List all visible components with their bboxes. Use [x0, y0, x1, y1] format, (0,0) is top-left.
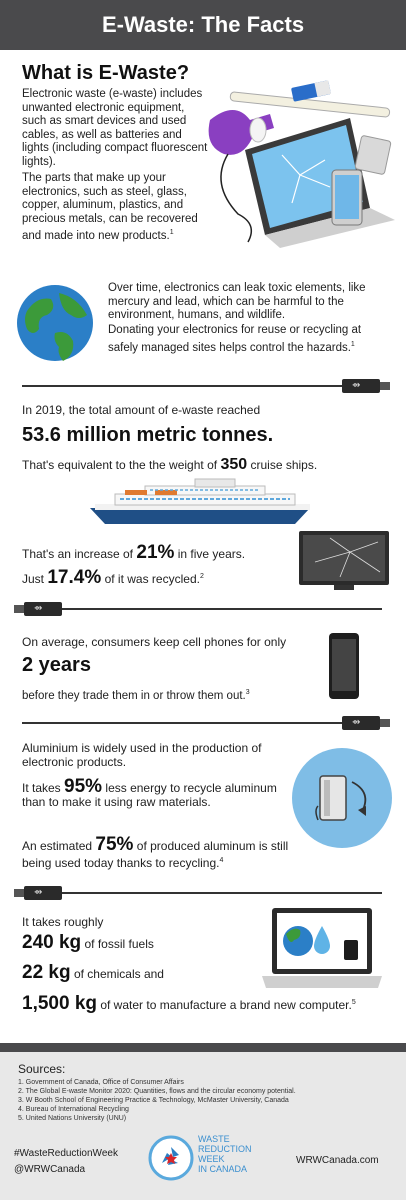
toxic-paragraph-2-text: Donating your electronics for reuse or r…	[108, 324, 362, 354]
phones-post: before they trade them in or throw them …	[22, 686, 322, 703]
computer-water: 1,500 kg of water to manufacture a brand…	[22, 993, 402, 1014]
page-title: E-Waste: The Facts	[101, 12, 305, 37]
footer	[0, 1043, 406, 1200]
phones-years: 2 years	[22, 654, 91, 676]
increase-pre: That's an increase of	[22, 547, 134, 561]
aluminium-energy-pre: It takes	[22, 781, 61, 795]
toxic-paragraph-2: Donating your electronics for reuse or r…	[108, 324, 394, 355]
computer-chem-number: 22 kg	[22, 962, 71, 983]
laptop-resources-icon	[262, 908, 382, 988]
aluminium-energy-number: 95%	[64, 776, 103, 797]
footnote-ref: 5	[351, 999, 356, 1006]
recycled-line: Just 17.4% of it was recycled.2	[22, 567, 302, 588]
page-header: E-Waste: The Facts	[0, 0, 406, 50]
phones-post-text: before they trade them in or throw them …	[22, 689, 246, 702]
usb-cable-divider	[62, 892, 382, 894]
usb-plug-icon: ⇴	[342, 716, 390, 730]
social-handle[interactable]: @WRWCanada	[14, 1164, 86, 1175]
aluminium-still-post: of produced aluminum is still being used…	[22, 839, 289, 870]
sources-title: Sources:	[18, 1062, 66, 1076]
aluminium-still-pre: An estimated	[22, 839, 93, 853]
computer-chemicals: 22 kg of chemicals and	[22, 963, 282, 982]
usb-plug-icon: ⇴	[14, 602, 62, 616]
usb-plug-icon: ⇴	[342, 379, 390, 393]
footnote-ref: 1	[350, 340, 355, 348]
aluminium-energy: It takes 95% less energy to recycle alum…	[22, 777, 282, 809]
computer-water-post: of water to manufacture a brand new comp…	[100, 998, 352, 1012]
usb-plug-icon: ⇴	[14, 886, 62, 900]
footnote-ref: 3	[245, 689, 250, 696]
computer-fossil: 240 kg of fossil fuels	[22, 933, 282, 952]
computer-intro: It takes roughly	[22, 915, 104, 929]
usb-cable-divider	[22, 385, 342, 387]
footnote-ref: 2	[199, 573, 204, 580]
source-item: 2. The Global E-waste Monitor 2020: Quan…	[18, 1088, 296, 1095]
footnote-ref: 1	[169, 229, 174, 236]
aluminium-paragraph-1: Aluminium is widely used in the producti…	[22, 741, 262, 769]
earth-globe-icon	[17, 285, 93, 361]
source-item: 4. Bureau of International Recycling	[18, 1106, 129, 1113]
usb-cable-divider	[22, 722, 342, 724]
aluminum-can-recycle-icon	[292, 748, 392, 848]
wrw-logo-text: WASTE REDUCTION WEEK IN CANADA	[198, 1134, 252, 1174]
logo-line: REDUCTION	[198, 1144, 252, 1154]
total-equiv-post: cruise ships.	[250, 458, 318, 472]
hashtag: #WasteReductionWeek	[14, 1148, 118, 1159]
computer-chem-post: of chemicals and	[73, 967, 164, 981]
total-equiv: That's equivalent to the the weight of 3…	[22, 456, 402, 473]
what-paragraph-2-text: The parts that make up your electronics,…	[22, 172, 198, 242]
increase-number: 21%	[136, 542, 175, 563]
electronics-pile-icon	[208, 80, 395, 248]
computer-water-number: 1,500 kg	[22, 993, 97, 1014]
aluminium-still-number: 75%	[95, 834, 134, 855]
logo-line: WEEK	[198, 1154, 225, 1164]
website-link[interactable]: WRWCanada.com	[296, 1155, 379, 1166]
logo-line: IN CANADA	[198, 1164, 248, 1174]
computer-fossil-number: 240 kg	[22, 932, 82, 953]
recycled-post: of it was recycled.	[104, 572, 200, 586]
usb-cable-divider	[62, 608, 382, 610]
cell-phone-icon	[329, 633, 359, 699]
total-equiv-pre: That's equivalent to the the weight of	[22, 458, 218, 472]
recycled-just: Just	[22, 572, 45, 586]
toxic-paragraph-1: Over time, electronics can leak toxic el…	[108, 282, 366, 321]
aluminium-energy-post: less energy to recycle aluminum than to …	[22, 781, 277, 809]
total-intro: In 2019, the total amount of e-waste rea…	[22, 403, 261, 417]
phones-intro: On average, consumers keep cell phones f…	[22, 635, 287, 649]
aluminium-still-used: An estimated 75% of produced aluminum is…	[22, 835, 290, 870]
source-item: 1. Government of Canada, Office of Consu…	[18, 1079, 184, 1086]
source-item: 5. United Nations University (UNU)	[18, 1115, 127, 1122]
footnote-ref: 4	[219, 856, 224, 864]
increase-post: in five years.	[177, 547, 246, 561]
what-paragraph-2: The parts that make up your electronics,…	[22, 172, 208, 243]
source-item: 3. W Booth School of Engineering Practic…	[18, 1097, 289, 1104]
total-amount: 53.6 million metric tonnes.	[22, 424, 274, 446]
total-equiv-number: 350	[220, 456, 248, 473]
increase-line: That's an increase of 21% in five years.	[22, 543, 302, 562]
broken-monitor-icon	[299, 531, 389, 590]
recycle-logo-icon	[148, 1135, 194, 1181]
section-heading-what: What is E-Waste?	[22, 62, 190, 84]
cruise-ship-icon	[90, 478, 310, 524]
what-paragraph-1: Electronic waste (e-waste) includes unwa…	[22, 88, 208, 168]
computer-fossil-post: of fossil fuels	[84, 937, 154, 951]
footer-divider	[0, 1043, 406, 1052]
logo-line: WASTE	[198, 1134, 230, 1144]
recycled-number: 17.4%	[47, 567, 102, 588]
